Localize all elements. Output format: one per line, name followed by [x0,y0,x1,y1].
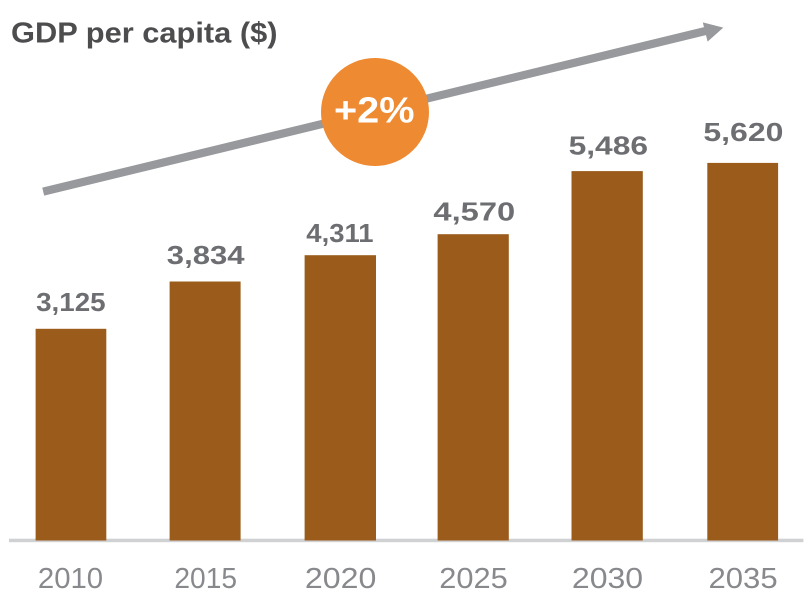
svg-text:GDP per capita ($): GDP per capita ($) [11,17,278,49]
svg-text:4,570: 4,570 [433,196,515,226]
svg-text:5,620: 5,620 [703,117,783,147]
svg-text:5,486: 5,486 [569,131,648,161]
svg-text:4,311: 4,311 [306,218,373,248]
svg-text:2030: 2030 [572,563,643,595]
svg-text:3,125: 3,125 [36,287,106,317]
svg-text:2020: 2020 [305,563,376,595]
svg-text:2010: 2010 [38,563,103,595]
svg-text:3,834: 3,834 [167,240,245,270]
svg-text:2015: 2015 [174,563,237,595]
svg-text:2025: 2025 [439,563,508,595]
svg-text:+2%: +2% [334,89,415,130]
svg-text:2035: 2035 [709,563,778,595]
